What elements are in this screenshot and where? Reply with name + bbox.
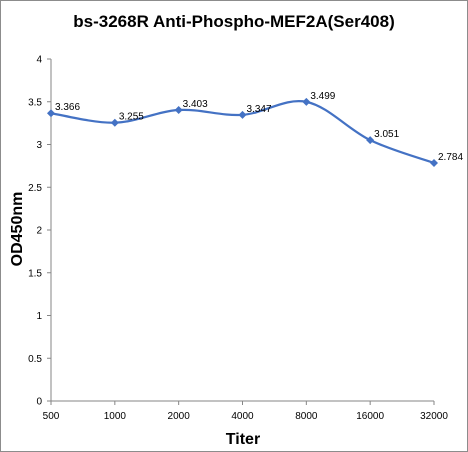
data-label: 2.784 — [438, 152, 463, 163]
y-tick-label: 2 — [36, 226, 42, 237]
data-point-marker — [430, 158, 438, 167]
x-tick-label: 1000 — [104, 411, 127, 422]
data-label: 3.347 — [247, 104, 272, 115]
y-tick-label: 0 — [36, 397, 42, 408]
data-point-marker — [47, 109, 55, 118]
data-point-marker — [174, 106, 183, 115]
data-label: 3.403 — [183, 99, 208, 110]
x-axis-title: Titer — [226, 431, 260, 448]
x-tick-label: 500 — [43, 411, 60, 422]
data-label: 3.499 — [310, 91, 335, 102]
x-tick-label: 8000 — [295, 411, 318, 422]
data-point-marker — [238, 110, 247, 119]
y-axis-ticks: 0 0.5 1 1.5 2 2.5 3 3.5 4 — [28, 55, 51, 408]
x-tick-label: 32000 — [420, 411, 448, 422]
y-tick-label: 2.5 — [28, 183, 42, 194]
data-point-marker — [110, 118, 119, 127]
y-tick-label: 4 — [36, 55, 42, 66]
x-tick-label: 4000 — [231, 411, 254, 422]
chart-title: bs-3268R Anti-Phospho-MEF2A(Ser408) — [73, 12, 394, 31]
x-tick-label: 2000 — [168, 411, 191, 422]
x-axis-ticks: 500 1000 2000 4000 8000 16000 32000 — [43, 401, 448, 422]
y-axis-title: OD450nm — [9, 192, 26, 267]
y-tick-label: 1.5 — [28, 268, 42, 279]
data-label: 3.051 — [374, 129, 399, 140]
y-tick-label: 0.5 — [28, 354, 42, 365]
y-tick-label: 3.5 — [28, 97, 42, 108]
data-point-marker — [366, 136, 375, 145]
series-group: 3.366 3.255 3.403 3.347 3.499 3.051 2.784 — [47, 91, 463, 167]
y-tick-label: 3 — [36, 140, 42, 151]
data-point-marker — [302, 97, 311, 106]
x-tick-label: 16000 — [356, 411, 384, 422]
data-label: 3.366 — [55, 102, 80, 113]
y-tick-label: 1 — [36, 311, 42, 322]
data-label: 3.255 — [119, 112, 144, 123]
